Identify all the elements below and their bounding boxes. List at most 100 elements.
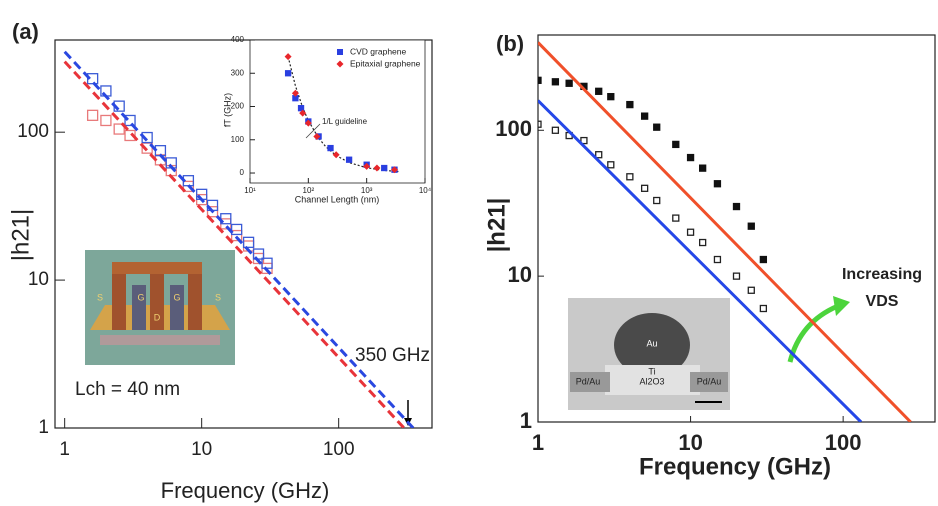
image-label: S (97, 292, 103, 302)
y-tick-label: 100 (495, 116, 532, 141)
line (287, 56, 399, 173)
x-tick-label: 100 (825, 430, 862, 455)
chart: 1 10 100 1 10 100 Frequency (GHz) |h21| 350 GHz L… (7, 39, 433, 503)
plot (538, 41, 912, 422)
point (327, 144, 334, 152)
y-tick-label: 400 (231, 35, 245, 44)
x-tick-label: 10³ (361, 186, 373, 195)
image-label: Pd/Au (697, 376, 722, 386)
annotation: Lch = 40 nm (75, 379, 180, 400)
point (230, 229, 243, 242)
point (182, 180, 195, 193)
point (206, 206, 219, 218)
point (113, 123, 125, 135)
x-tick-label: 10 (678, 430, 702, 455)
point (538, 120, 542, 128)
point (291, 89, 299, 97)
plot (284, 53, 399, 174)
image-label: G (137, 292, 144, 302)
panel-label: (a) (12, 19, 39, 44)
point (759, 304, 768, 313)
point (390, 166, 398, 174)
tem-image (568, 298, 730, 410)
point (640, 112, 649, 120)
point (747, 286, 755, 294)
point (313, 132, 321, 140)
line (63, 50, 415, 428)
y-tick-label: 100 (231, 135, 245, 144)
point (686, 228, 695, 236)
point (242, 236, 255, 248)
legend-marker (336, 60, 344, 68)
image-label: Ti (648, 366, 655, 376)
image-label: S (215, 292, 221, 302)
legend-label: CVD graphene (350, 46, 407, 56)
y-tick-label: 10 (28, 269, 49, 290)
line (538, 99, 863, 422)
y-tick-label: 10 (508, 262, 532, 287)
point (759, 255, 768, 264)
y-tick-label: 1 (38, 417, 49, 438)
annotation-pointer (305, 123, 321, 139)
point (640, 184, 649, 192)
point (373, 164, 381, 172)
annotation: 350 GHz (355, 345, 430, 366)
x-axis-label: Frequency (GHz) (639, 453, 831, 480)
x-tick-label: 10¹ (244, 186, 256, 195)
point (230, 223, 243, 236)
point (672, 214, 680, 222)
device-illustration (85, 250, 235, 365)
image-label: Pd/Au (576, 376, 601, 386)
line (538, 41, 912, 422)
point (626, 100, 634, 109)
point (595, 87, 603, 95)
point (626, 173, 634, 181)
point (551, 78, 560, 86)
legend-marker (337, 49, 343, 55)
point (363, 162, 371, 170)
chart: 10¹ 10² 10³ 10⁴ 0 100 200 300 400 Channel Length … (222, 35, 431, 204)
plot (63, 50, 415, 428)
y-axis-label: |h21| (7, 209, 34, 262)
point (332, 151, 340, 159)
annotation: Increasing (842, 266, 922, 283)
annotation: VDS (866, 293, 899, 310)
plot-frame (54, 39, 433, 429)
y-tick-label: 300 (231, 68, 245, 77)
point (653, 123, 661, 131)
image-label: G (173, 292, 180, 302)
image-label: D (154, 312, 161, 322)
x-tick-label: 10² (303, 186, 315, 195)
point (699, 238, 707, 247)
x-axis-label: Channel Length (nm) (295, 194, 380, 204)
point (607, 93, 615, 101)
point (124, 114, 136, 127)
x-axis-label: Frequency (GHz) (161, 478, 330, 503)
point (686, 153, 695, 162)
x-tick-label: 10 (191, 439, 212, 460)
point (304, 119, 312, 127)
point (299, 109, 307, 117)
point (345, 156, 353, 163)
point (595, 151, 603, 159)
point (297, 105, 305, 112)
point (713, 255, 722, 264)
y-tick-label: 200 (231, 102, 245, 111)
image-label: Al2O3 (639, 376, 664, 386)
annotation: 1/L guideline (322, 117, 368, 126)
point (713, 180, 722, 188)
x-tick-label: 1 (59, 439, 70, 460)
legend-label: Epitaxial graphene (350, 58, 421, 68)
point (580, 136, 588, 145)
panel-label: (b) (496, 31, 524, 56)
x-tick-label: 1 (532, 430, 544, 455)
plot-frame (537, 34, 936, 423)
y-axis-label: |h21| (483, 198, 510, 253)
point (607, 161, 615, 169)
point (565, 79, 573, 87)
y-axis-label: fT (GHz) (222, 93, 232, 127)
point (732, 272, 741, 280)
point (699, 164, 707, 172)
